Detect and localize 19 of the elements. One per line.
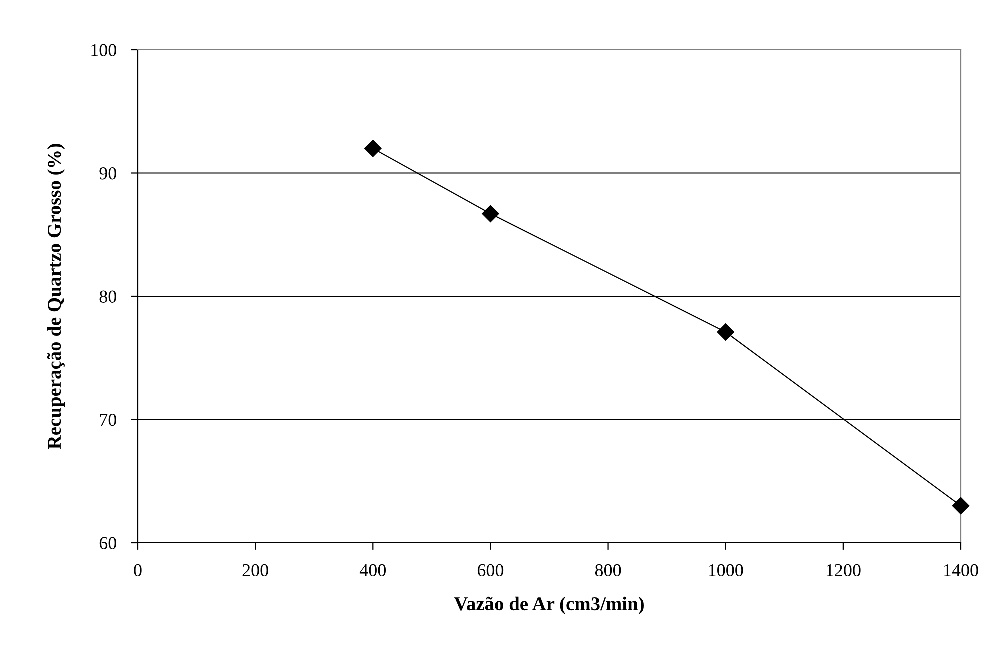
y-tick-label: 90 bbox=[100, 168, 116, 180]
x-tick-label: 600 bbox=[478, 564, 504, 577]
point bbox=[364, 140, 382, 158]
x-axis-title: Vazão de Ar (cm3/min) bbox=[454, 596, 644, 615]
y-tick-label: 60 bbox=[100, 537, 116, 550]
point bbox=[952, 497, 970, 515]
y-axis-title: Recuperação de Quartzo Grosso (%) bbox=[47, 144, 66, 450]
x-tick-label: 1400 bbox=[944, 564, 978, 577]
y-tick-label: 80 bbox=[100, 290, 116, 303]
y-tick-label: 70 bbox=[100, 414, 116, 426]
x-tick-label: 0 bbox=[134, 564, 142, 577]
point bbox=[717, 324, 734, 341]
x-tick-label: 1200 bbox=[826, 564, 861, 577]
x-tick-label: 800 bbox=[595, 564, 622, 577]
point bbox=[482, 205, 500, 222]
y-tick-label: 100 bbox=[92, 44, 116, 56]
x-tick-label: 200 bbox=[242, 564, 268, 577]
x-tick-label: 400 bbox=[360, 564, 386, 577]
x-tick-label: 1000 bbox=[709, 564, 744, 577]
